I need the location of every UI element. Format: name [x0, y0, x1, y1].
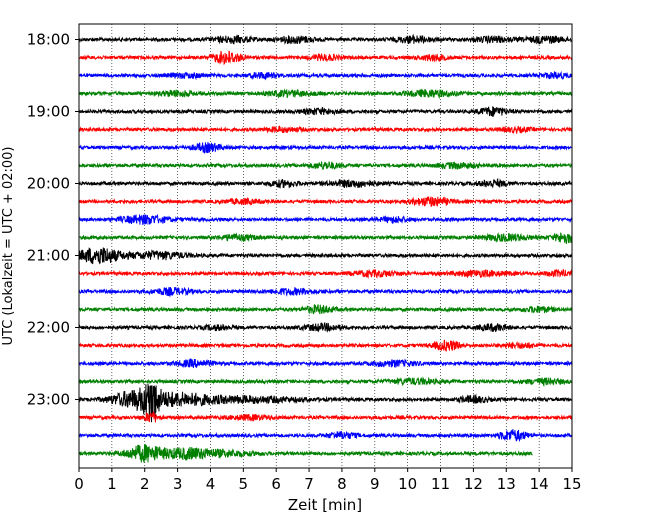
seismogram-trace: [78, 339, 573, 352]
y-tick-label: 20:00: [27, 175, 70, 193]
seismogram-trace: [78, 444, 533, 463]
plot-frame: [78, 23, 573, 469]
x-tick-label: 1: [107, 475, 117, 493]
seismogram-trace: [78, 383, 573, 423]
trace-group: [78, 33, 573, 463]
x-axis-label: Zeit [min]: [288, 496, 362, 514]
x-tick-label: 8: [337, 475, 347, 493]
x-tick-label: 13: [497, 475, 516, 493]
x-tick-label: 14: [530, 475, 549, 493]
seismogram-trace: [78, 161, 573, 171]
x-tick-label: 3: [173, 475, 183, 493]
seismogram-trace: [78, 357, 573, 369]
y-tick-label: 19:00: [27, 103, 70, 121]
y-tick-label: 21:00: [27, 247, 70, 265]
x-tick-label: 9: [370, 475, 380, 493]
x-tick-label: 12: [464, 475, 483, 493]
seismogram-trace: [78, 429, 573, 443]
seismogram-trace: [78, 214, 573, 226]
seismogram-trace: [78, 88, 573, 100]
seismogram-trace: [78, 411, 573, 423]
y-axis-label: UTC (Lokalzeit = UTC + 02:00): [1, 147, 16, 346]
y-tick-label: 18:00: [27, 31, 70, 49]
seismogram-trace: [78, 286, 573, 298]
y-tick-label: 22:00: [27, 319, 70, 337]
x-axis: 0 1 2 3 4 5 6 7 8 9 10 11 12 13 14 15: [74, 468, 582, 493]
x-tick-label: 2: [140, 475, 150, 493]
seismogram-trace: [78, 70, 573, 81]
seismogram-trace: [78, 322, 573, 333]
x-tick-label: 10: [398, 475, 417, 493]
x-tick-label: 7: [304, 475, 314, 493]
seismogram-trace: [78, 247, 573, 265]
seismogram-trace: [78, 125, 573, 135]
seismogram-trace: [78, 177, 573, 189]
seismogram-trace: [78, 195, 573, 207]
y-tick-label: 23:00: [27, 391, 70, 409]
x-tick-label: 4: [206, 475, 216, 493]
seismogram-trace: [78, 268, 573, 279]
x-tick-label: 0: [74, 475, 84, 493]
seismogram-trace: [78, 232, 573, 245]
x-tick-label: 5: [239, 475, 249, 493]
seismogram-trace: [78, 33, 573, 45]
x-tick-label: 11: [431, 475, 450, 493]
seismogram-trace: [78, 142, 573, 155]
seismogram-trace: [78, 376, 573, 388]
x-tick-label: 15: [562, 475, 581, 493]
seismogram-trace: [78, 50, 573, 66]
seismogram-trace: [78, 106, 573, 117]
seismogram-trace: [78, 303, 573, 315]
y-axis: 18:00 19:00 20:00 21:00 22:00 23:00: [27, 31, 79, 409]
x-tick-label: 6: [271, 475, 281, 493]
